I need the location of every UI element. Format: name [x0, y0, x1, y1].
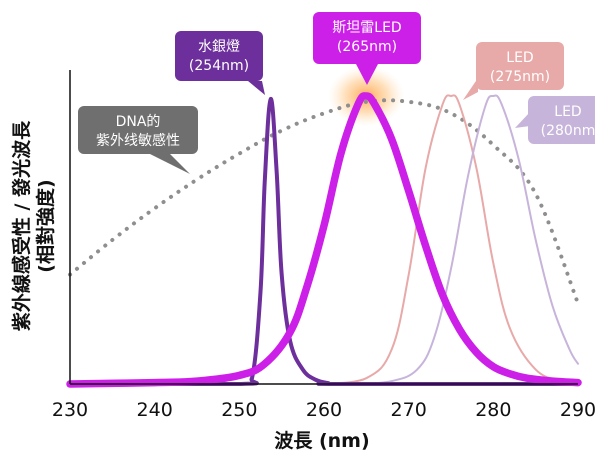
series-line-dna	[68, 98, 580, 306]
callout-led275: LED (275nm)	[463, 42, 564, 100]
callout-box	[528, 96, 595, 144]
x-tick-label: 240	[137, 399, 173, 421]
callout-led265: 斯坦雷LED (265nm)	[313, 12, 421, 85]
callout-label-line2: (280nm	[541, 123, 595, 139]
callout-label-line2: (254nm)	[189, 58, 249, 74]
callout-pointer	[515, 112, 530, 128]
callout-box	[78, 106, 198, 154]
callout-label-line1: DNA的	[116, 114, 161, 130]
callout-label-line2: 紫外线敏感性	[96, 132, 180, 149]
callout-label-line2: (275nm)	[490, 69, 550, 85]
series-line-led265	[66, 92, 582, 388]
callout-led280: LED (280nm	[515, 96, 595, 144]
callout-pointer	[463, 78, 478, 100]
callout-box	[175, 31, 263, 81]
x-axis-title: 波長 (nm)	[274, 429, 369, 452]
callout-label-line1: LED	[506, 50, 533, 66]
callout-label-line1: 斯坦雷LED	[332, 20, 401, 36]
x-tick-label: 230	[52, 399, 88, 421]
callout-pointer	[248, 81, 265, 95]
callout-label-line1: LED	[554, 104, 581, 120]
y-axis-subtitle: (相對強度)	[34, 179, 57, 272]
x-tick-label: 290	[560, 399, 595, 421]
callout-label-line1: 水銀燈	[198, 39, 240, 55]
x-tick-label: 250	[221, 399, 257, 421]
callout-hg: 水銀燈 (254nm)	[175, 31, 265, 95]
x-tick-label: 280	[475, 399, 511, 421]
callout-pointer	[150, 154, 190, 174]
series-line-led280	[356, 94, 579, 385]
y-axis-title: 紫外線感受性 / 發光波長	[10, 120, 33, 331]
callout-pointer	[356, 64, 378, 85]
callout-box	[476, 42, 564, 90]
x-tick-label: 270	[391, 399, 427, 421]
x-tick-label: 260	[306, 399, 342, 421]
callout-box	[313, 12, 421, 64]
callout-label-line2: (265nm)	[337, 39, 397, 55]
series-line-led275	[323, 94, 579, 385]
